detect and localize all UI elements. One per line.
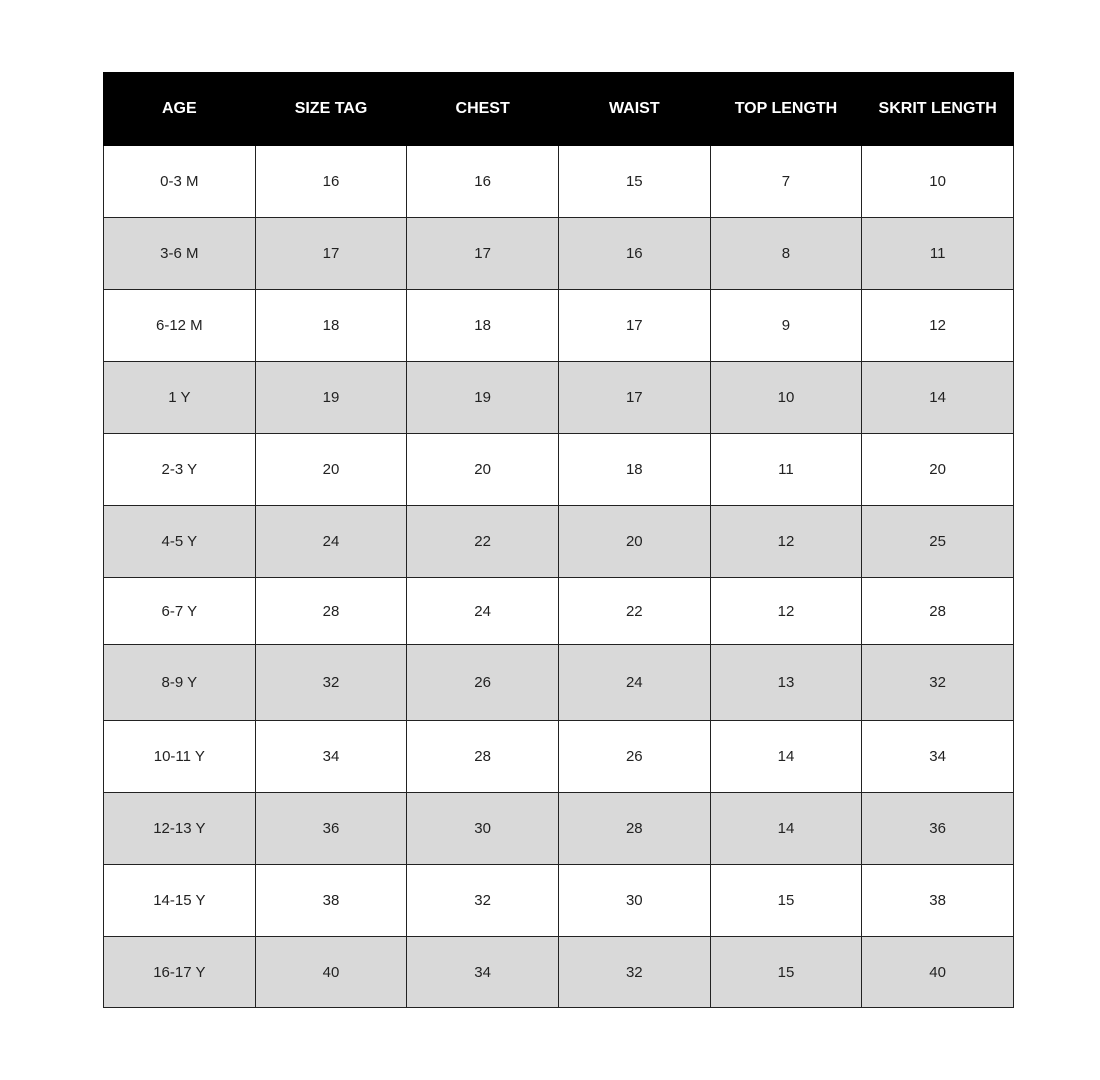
measurement-cell: 25 bbox=[861, 505, 1014, 578]
measurement-cell: 15 bbox=[709, 936, 863, 1008]
measurement-cell: 16 bbox=[406, 145, 559, 218]
age-cell: 2-3 Y bbox=[103, 433, 256, 506]
column-header: SKRIT LENGTH bbox=[861, 72, 1014, 146]
measurement-cell: 24 bbox=[254, 505, 408, 578]
header-row: AGE SIZE TAG CHEST WAIST TOP LENGTH SKRIT LEN… bbox=[103, 72, 1014, 146]
measurement-cell: 8 bbox=[709, 217, 863, 290]
column-header: AGE bbox=[103, 72, 256, 146]
measurement-cell: 34 bbox=[406, 936, 559, 1008]
table-row: 8-9 Y 32 26 24 13 32 bbox=[103, 644, 1014, 721]
table-row: 2-3 Y 20 20 18 11 20 bbox=[103, 433, 1014, 506]
measurement-cell: 34 bbox=[254, 720, 408, 793]
measurement-cell: 34 bbox=[861, 720, 1014, 793]
column-header: TOP LENGTH bbox=[709, 72, 863, 146]
age-cell: 16-17 Y bbox=[103, 936, 256, 1008]
column-header: CHEST bbox=[406, 72, 559, 146]
measurement-cell: 32 bbox=[254, 644, 408, 721]
measurement-cell: 14 bbox=[709, 720, 863, 793]
measurement-cell: 24 bbox=[557, 644, 711, 721]
measurement-cell: 32 bbox=[406, 864, 559, 937]
measurement-cell: 36 bbox=[861, 792, 1014, 865]
table-row: 6-7 Y 28 24 22 12 28 bbox=[103, 577, 1014, 645]
measurement-cell: 14 bbox=[861, 361, 1014, 434]
measurement-cell: 17 bbox=[406, 217, 559, 290]
measurement-cell: 11 bbox=[709, 433, 863, 506]
measurement-cell: 24 bbox=[406, 577, 559, 645]
measurement-cell: 18 bbox=[557, 433, 711, 506]
table-row: 6-12 M 18 18 17 9 12 bbox=[103, 289, 1014, 362]
measurement-cell: 22 bbox=[406, 505, 559, 578]
measurement-cell: 28 bbox=[861, 577, 1014, 645]
age-cell: 8-9 Y bbox=[103, 644, 256, 721]
measurement-cell: 38 bbox=[254, 864, 408, 937]
measurement-cell: 10 bbox=[861, 145, 1014, 218]
age-cell: 1 Y bbox=[103, 361, 256, 434]
age-cell: 4-5 Y bbox=[103, 505, 256, 578]
measurement-cell: 26 bbox=[557, 720, 711, 793]
measurement-cell: 40 bbox=[254, 936, 408, 1008]
measurement-cell: 28 bbox=[406, 720, 559, 793]
size-chart-table: AGE SIZE TAG CHEST WAIST TOP LENGTH SKRIT LEN… bbox=[103, 72, 1014, 1008]
measurement-cell: 32 bbox=[557, 936, 711, 1008]
measurement-cell: 18 bbox=[254, 289, 408, 362]
age-cell: 14-15 Y bbox=[103, 864, 256, 937]
measurement-cell: 20 bbox=[254, 433, 408, 506]
measurement-cell: 16 bbox=[557, 217, 711, 290]
age-cell: 0-3 M bbox=[103, 145, 256, 218]
table-row: 12-13 Y 36 30 28 14 36 bbox=[103, 792, 1014, 865]
age-cell: 6-7 Y bbox=[103, 577, 256, 645]
measurement-cell: 26 bbox=[406, 644, 559, 721]
table-row: 4-5 Y 24 22 20 12 25 bbox=[103, 505, 1014, 578]
measurement-cell: 36 bbox=[254, 792, 408, 865]
measurement-cell: 12 bbox=[709, 505, 863, 578]
measurement-cell: 7 bbox=[709, 145, 863, 218]
column-header: WAIST bbox=[557, 72, 711, 146]
table-row: 10-11 Y 34 28 26 14 34 bbox=[103, 720, 1014, 793]
measurement-cell: 12 bbox=[861, 289, 1014, 362]
measurement-cell: 17 bbox=[557, 361, 711, 434]
measurement-cell: 16 bbox=[254, 145, 408, 218]
measurement-cell: 19 bbox=[254, 361, 408, 434]
measurement-cell: 28 bbox=[557, 792, 711, 865]
table-row: 1 Y 19 19 17 10 14 bbox=[103, 361, 1014, 434]
table-row: 3-6 M 17 17 16 8 11 bbox=[103, 217, 1014, 290]
measurement-cell: 17 bbox=[254, 217, 408, 290]
measurement-cell: 28 bbox=[254, 577, 408, 645]
measurement-cell: 32 bbox=[861, 644, 1014, 721]
table-row: 16-17 Y 40 34 32 15 40 bbox=[103, 936, 1014, 1008]
measurement-cell: 20 bbox=[406, 433, 559, 506]
measurement-cell: 30 bbox=[406, 792, 559, 865]
measurement-cell: 22 bbox=[557, 577, 711, 645]
measurement-cell: 11 bbox=[861, 217, 1014, 290]
measurement-cell: 15 bbox=[709, 864, 863, 937]
measurement-cell: 38 bbox=[861, 864, 1014, 937]
table-row: 14-15 Y 38 32 30 15 38 bbox=[103, 864, 1014, 937]
measurement-cell: 9 bbox=[709, 289, 863, 362]
measurement-cell: 18 bbox=[406, 289, 559, 362]
table-row: 0-3 M 16 16 15 7 10 bbox=[103, 145, 1014, 218]
age-cell: 12-13 Y bbox=[103, 792, 256, 865]
column-header: SIZE TAG bbox=[254, 72, 408, 146]
age-cell: 10-11 Y bbox=[103, 720, 256, 793]
measurement-cell: 10 bbox=[709, 361, 863, 434]
measurement-cell: 30 bbox=[557, 864, 711, 937]
measurement-cell: 20 bbox=[861, 433, 1014, 506]
measurement-cell: 19 bbox=[406, 361, 559, 434]
measurement-cell: 13 bbox=[709, 644, 863, 721]
measurement-cell: 20 bbox=[557, 505, 711, 578]
measurement-cell: 17 bbox=[557, 289, 711, 362]
measurement-cell: 12 bbox=[709, 577, 863, 645]
measurement-cell: 15 bbox=[557, 145, 711, 218]
age-cell: 6-12 M bbox=[103, 289, 256, 362]
age-cell: 3-6 M bbox=[103, 217, 256, 290]
measurement-cell: 14 bbox=[709, 792, 863, 865]
measurement-cell: 40 bbox=[861, 936, 1014, 1008]
